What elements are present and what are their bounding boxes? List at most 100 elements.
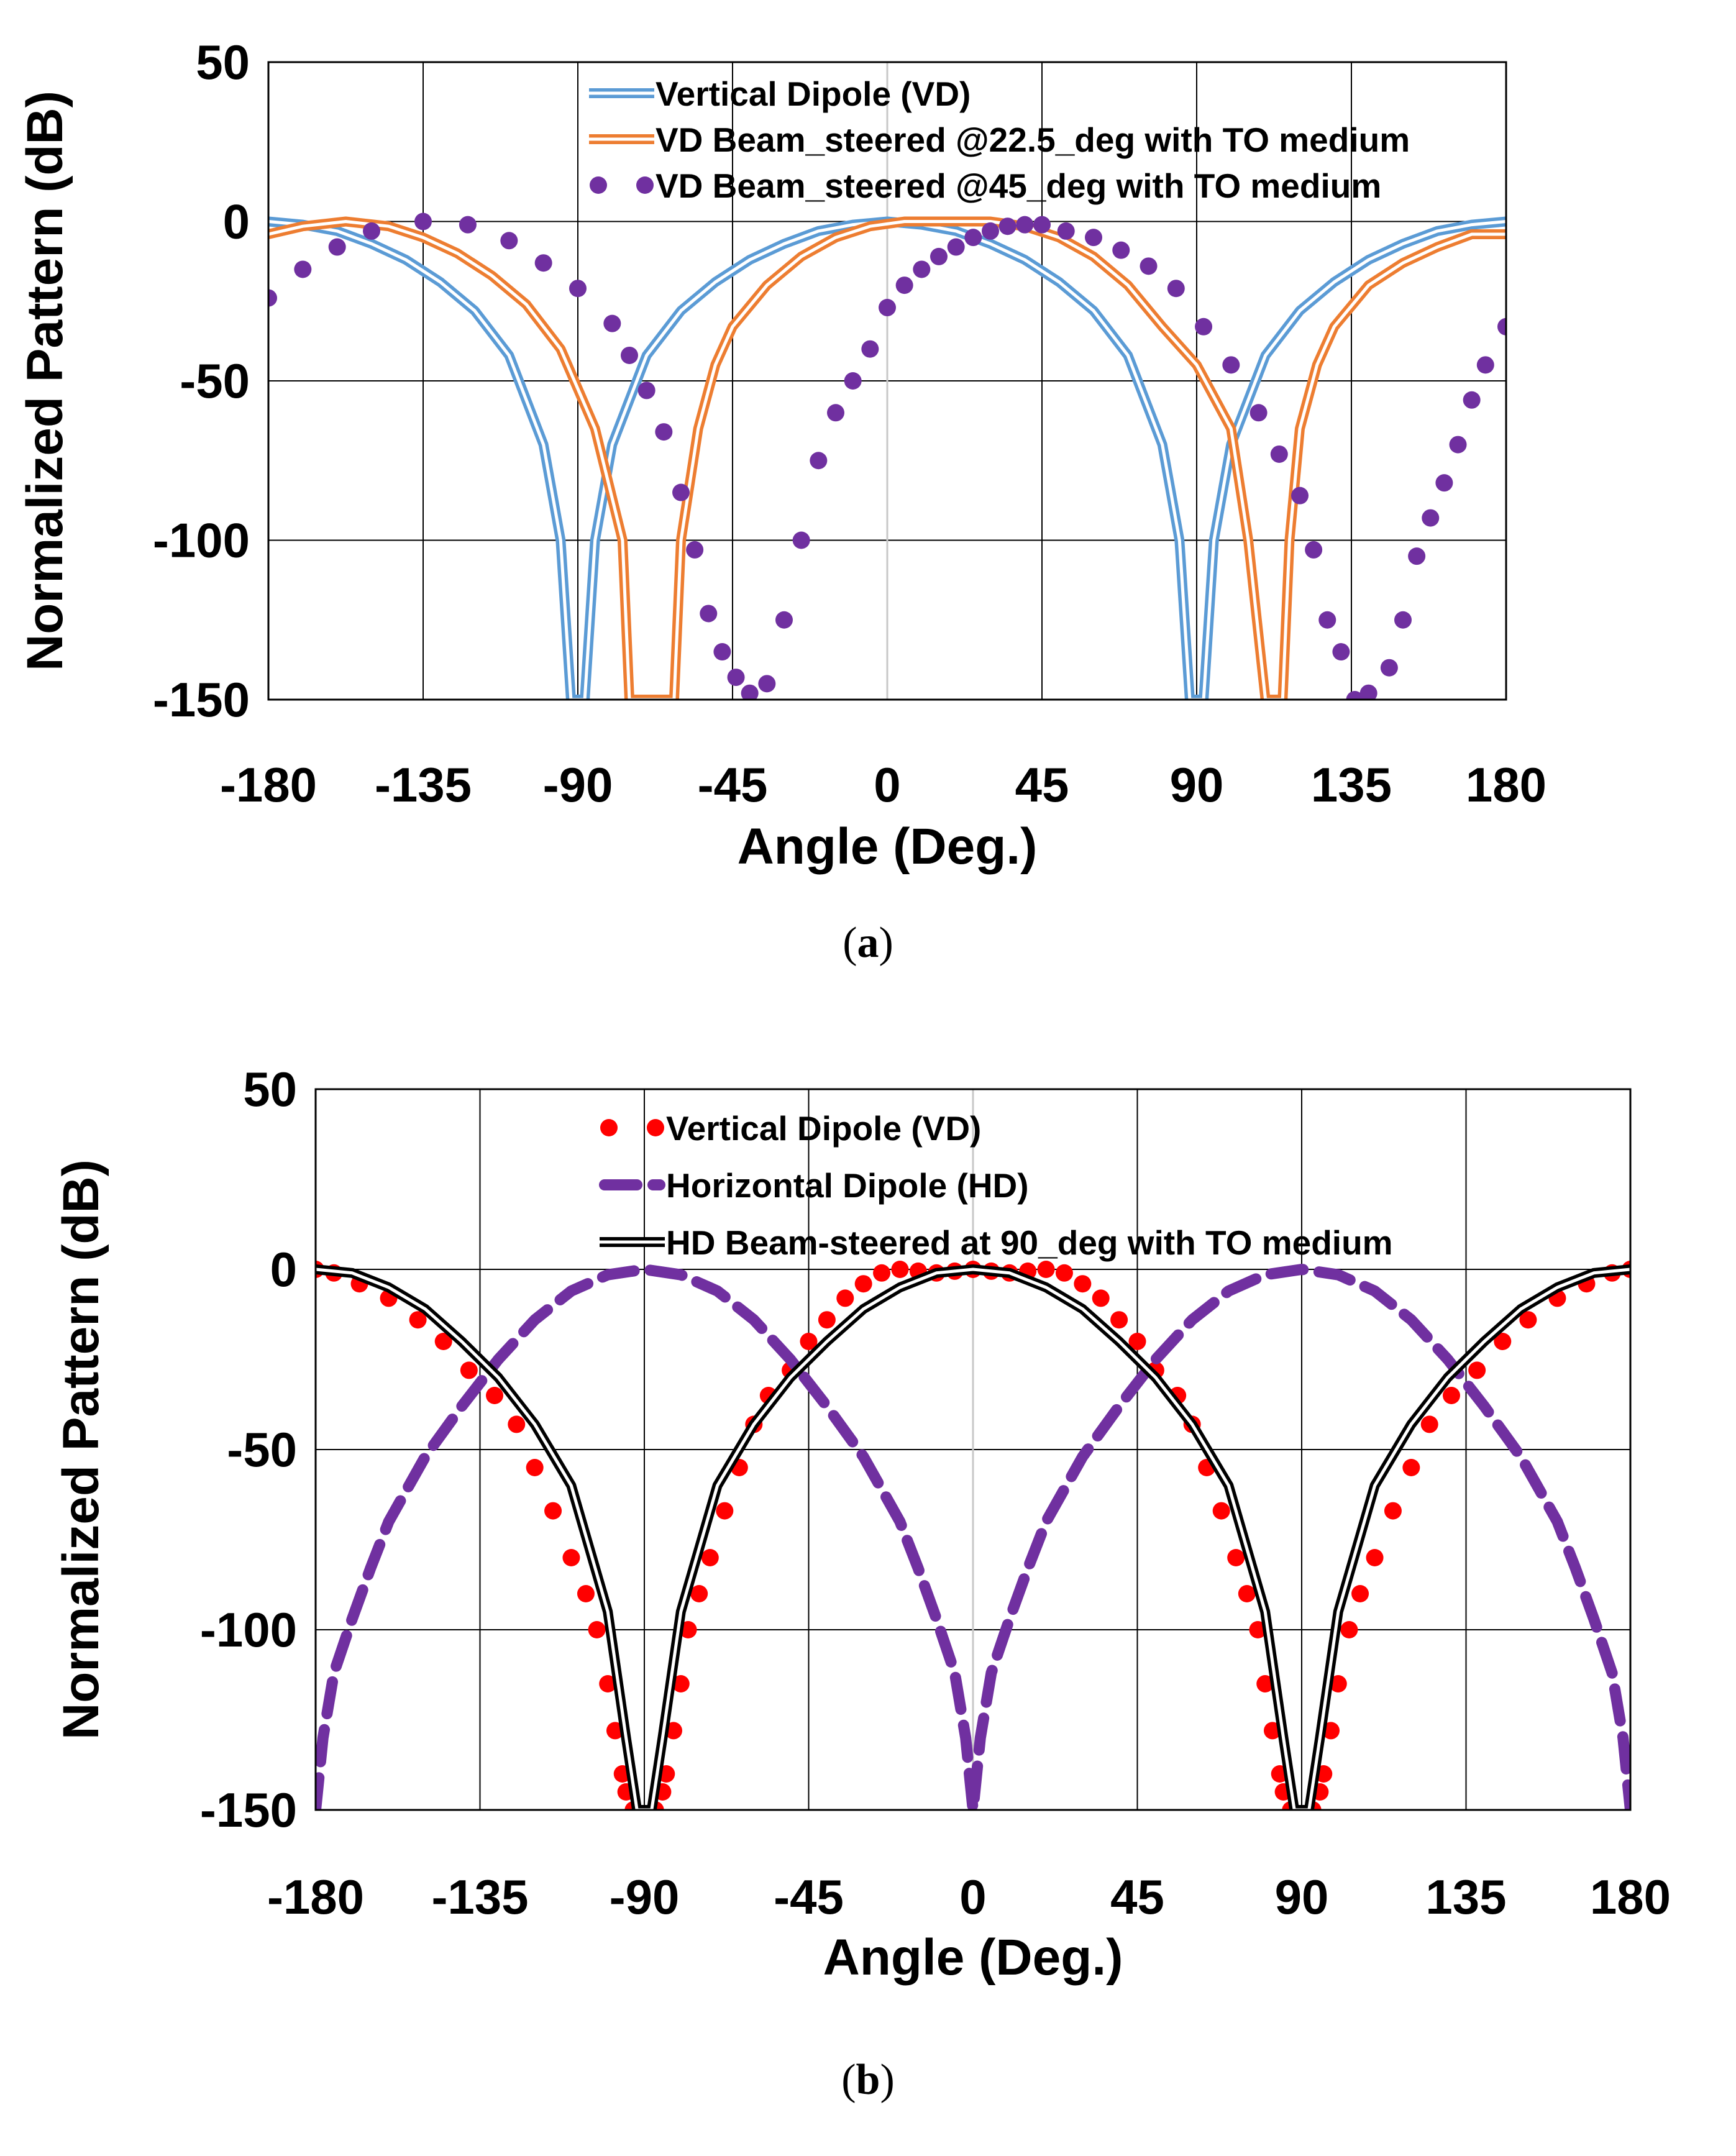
x-tick-label: 180 xyxy=(1590,1870,1671,1924)
series-2-point-7 xyxy=(534,254,552,272)
x-tick-label: 135 xyxy=(1425,1870,1506,1924)
series-0-point-32 xyxy=(800,1333,818,1350)
series-0-point-69 xyxy=(1340,1621,1358,1638)
series-0-point-10 xyxy=(544,1502,562,1520)
legend-marker xyxy=(647,1119,664,1136)
series-2-point-24 xyxy=(844,372,862,390)
x-tick-label: -135 xyxy=(431,1870,528,1924)
series-2-point-29 xyxy=(930,247,948,265)
x-tick-label: -180 xyxy=(267,1870,364,1924)
series-2-point-2 xyxy=(328,238,346,256)
series-2-point-32 xyxy=(982,222,999,240)
series-2-point-45 xyxy=(1291,486,1309,505)
series-2-point-47 xyxy=(1318,611,1336,629)
legend-label-0: Vertical Dipole (VD) xyxy=(666,1109,981,1148)
y-tick-label: -150 xyxy=(200,1783,297,1837)
series-0-point-25 xyxy=(690,1585,708,1602)
series-2-point-22 xyxy=(810,452,828,470)
legend-key-2 xyxy=(590,176,654,194)
series-2-point-12 xyxy=(655,423,673,441)
series-2-point-8 xyxy=(569,280,587,298)
tick-labels: -180 -135 -90 -45 0 45 90 135 180 50 0 -50 -100 -150 xyxy=(200,1062,1671,1924)
series-0-point-73 xyxy=(1402,1459,1420,1476)
series-0-point-13 xyxy=(588,1621,606,1638)
legend-marker xyxy=(590,176,607,194)
series-0-point-33 xyxy=(818,1311,836,1329)
series-0-point-74 xyxy=(1420,1415,1438,1433)
series-2-point-4 xyxy=(414,212,432,231)
plot-area xyxy=(314,1088,1632,1811)
series-2-point-10 xyxy=(621,346,638,364)
series-2-point-13 xyxy=(672,483,690,501)
x-tick-label: 90 xyxy=(1170,757,1224,812)
series-0-point-27 xyxy=(716,1502,734,1520)
series-2-point-41 xyxy=(1195,317,1213,336)
x-tick-label: 90 xyxy=(1275,1870,1329,1924)
series-2-point-26 xyxy=(879,299,896,317)
series-2-point-58 xyxy=(1476,356,1494,374)
series-0-point-46 xyxy=(1055,1264,1073,1282)
series-2-point-55 xyxy=(1435,474,1453,492)
y-tick-label: 0 xyxy=(223,194,250,249)
y-tick-label: 50 xyxy=(243,1062,297,1117)
y-tick-label: 50 xyxy=(196,35,250,89)
tick-labels: -180 -135 -90 -45 0 45 90 135 180 50 0 -50 -100 -150 xyxy=(153,35,1546,812)
series-0-point-8 xyxy=(508,1415,526,1433)
series-2-point-38 xyxy=(1112,241,1130,259)
series-2-point-50 xyxy=(1359,684,1377,700)
caption-b: (b) xyxy=(841,2056,895,2104)
legend: Vertical Dipole (VD) Horizontal Dipole (H… xyxy=(599,1109,1393,1262)
series-0-point-12 xyxy=(577,1585,595,1602)
series-0-point-57 xyxy=(1238,1585,1256,1602)
series-2-point-56 xyxy=(1449,436,1467,454)
series-0-point-4 xyxy=(409,1311,427,1329)
series-0-point-35 xyxy=(854,1275,872,1293)
x-tick-label: -45 xyxy=(698,757,768,812)
series-2-point-23 xyxy=(827,404,844,422)
series-2-point-36 xyxy=(1057,222,1075,240)
series-0-point-75 xyxy=(1442,1387,1460,1404)
series-2-point-9 xyxy=(603,314,621,332)
series-2-point-28 xyxy=(913,260,931,278)
x-tick-label: 180 xyxy=(1466,757,1546,812)
series-2-point-39 xyxy=(1140,257,1158,275)
series-2-point-20 xyxy=(775,611,793,629)
series-0-point-47 xyxy=(1074,1275,1092,1293)
series-2-point-59 xyxy=(1497,317,1506,336)
series-2-point-48 xyxy=(1332,643,1350,661)
legend: Vertical Dipole (VD) VD Beam_steered @22.… xyxy=(589,75,1410,205)
series-0-point-14 xyxy=(599,1675,617,1692)
series-2-point-19 xyxy=(758,675,776,693)
series-2-point-34 xyxy=(1016,216,1034,234)
chart-a: -180 -135 -90 -45 0 45 90 135 180500-50-100-150 … xyxy=(17,35,1546,967)
series-0-point-68 xyxy=(1329,1675,1347,1692)
series-2-point-31 xyxy=(964,229,982,247)
series-0-point-59 xyxy=(1256,1675,1274,1692)
series-0-point-37 xyxy=(891,1261,909,1278)
series-0-point-9 xyxy=(526,1459,544,1476)
legend-marker xyxy=(636,176,654,194)
caption-letter: b xyxy=(856,2056,880,2104)
series-0-point-72 xyxy=(1384,1502,1402,1520)
series-2-point-14 xyxy=(686,541,704,559)
y-tick-label: 0 xyxy=(270,1242,297,1297)
x-tick-label: 135 xyxy=(1311,757,1392,812)
series-2-point-18 xyxy=(741,684,759,700)
y-tick-label: -50 xyxy=(180,354,250,408)
series-0-point-6 xyxy=(460,1361,478,1379)
series-0-point-11 xyxy=(562,1549,580,1566)
series-0-point-48 xyxy=(1092,1289,1110,1307)
x-tick-label: 0 xyxy=(874,757,900,812)
series-2-point-33 xyxy=(998,217,1016,235)
series-0-point-26 xyxy=(701,1549,719,1566)
caption-a: (a) xyxy=(843,919,893,967)
series-2-point-35 xyxy=(1033,216,1051,234)
x-tick-label: -135 xyxy=(375,757,472,812)
series-2-point-57 xyxy=(1463,391,1481,409)
series-2-point-44 xyxy=(1270,445,1288,463)
series-group xyxy=(268,212,1506,700)
series-group xyxy=(316,1261,1630,1810)
x-tick-label: 45 xyxy=(1110,1870,1164,1924)
series-0-point-55 xyxy=(1212,1502,1230,1520)
series-0-point-49 xyxy=(1110,1311,1128,1329)
